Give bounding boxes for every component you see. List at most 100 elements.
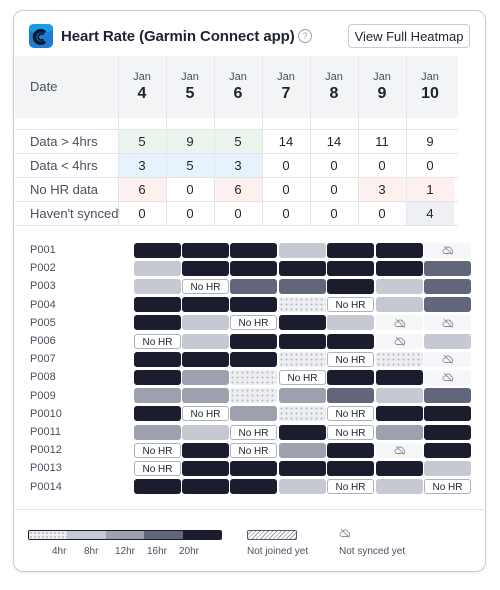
heatmap-cell[interactable]	[182, 242, 229, 258]
heatmap-cell[interactable]	[327, 333, 374, 349]
heatmap-cell[interactable]	[376, 278, 423, 294]
heatmap-cell[interactable]	[279, 442, 326, 458]
heatmap-cell[interactable]	[376, 351, 423, 367]
heatmap-cell[interactable]	[230, 351, 277, 367]
heatmap-cell[interactable]	[182, 369, 229, 385]
heatmap-cell-not-synced[interactable]	[376, 333, 423, 349]
heatmap-cell-no-hr[interactable]: No HR	[279, 369, 326, 385]
heatmap-cell[interactable]	[230, 460, 277, 476]
heatmap-cell[interactable]	[279, 460, 326, 476]
heatmap-cell[interactable]	[134, 297, 181, 313]
heatmap-cell[interactable]	[134, 351, 181, 367]
heatmap-cell[interactable]	[424, 278, 471, 294]
heatmap-cell[interactable]	[376, 260, 423, 276]
heatmap-cell[interactable]	[134, 369, 181, 385]
heatmap-cell-no-hr[interactable]: No HR	[327, 406, 374, 422]
heatmap-cell-no-hr[interactable]: No HR	[134, 442, 181, 458]
heatmap-cell[interactable]	[424, 388, 471, 404]
heatmap-cell[interactable]	[279, 351, 326, 367]
heatmap-cell-not-synced[interactable]	[424, 315, 471, 331]
heatmap-cell[interactable]	[424, 297, 471, 313]
heatmap-cell[interactable]	[230, 369, 277, 385]
heatmap-cell-no-hr[interactable]: No HR	[327, 424, 374, 440]
heatmap-cell[interactable]	[376, 388, 423, 404]
heatmap-cell[interactable]	[182, 351, 229, 367]
heatmap-cell[interactable]	[134, 242, 181, 258]
heatmap-cell-not-synced[interactable]	[376, 442, 423, 458]
heatmap-cell-no-hr[interactable]: No HR	[424, 479, 471, 495]
heatmap-cell[interactable]	[279, 242, 326, 258]
heatmap-cell[interactable]	[182, 479, 229, 495]
heatmap-cell-no-hr[interactable]: No HR	[134, 460, 181, 476]
heatmap-cell[interactable]	[327, 369, 374, 385]
heatmap-cell[interactable]	[327, 460, 374, 476]
heatmap-cell[interactable]	[279, 315, 326, 331]
heatmap-cell[interactable]	[230, 242, 277, 258]
heatmap-cell[interactable]	[424, 333, 471, 349]
heatmap-cell-no-hr[interactable]: No HR	[134, 333, 181, 349]
heatmap-cell[interactable]	[279, 479, 326, 495]
heatmap-cell[interactable]	[376, 479, 423, 495]
heatmap-cell[interactable]	[182, 460, 229, 476]
heatmap-cell[interactable]	[376, 369, 423, 385]
heatmap-cell[interactable]	[230, 406, 277, 422]
heatmap-cell[interactable]	[279, 333, 326, 349]
heatmap-cell[interactable]	[182, 315, 229, 331]
heatmap-cell[interactable]	[376, 460, 423, 476]
heatmap-cell-no-hr[interactable]: No HR	[327, 479, 374, 495]
heatmap-cell-no-hr[interactable]: No HR	[327, 297, 374, 313]
heatmap-cell[interactable]	[230, 333, 277, 349]
heatmap-cell-no-hr[interactable]: No HR	[230, 424, 277, 440]
heatmap-cell[interactable]	[134, 388, 181, 404]
heatmap-cell[interactable]	[134, 406, 181, 422]
heatmap-cell[interactable]	[376, 242, 423, 258]
heatmap-cell[interactable]	[182, 388, 229, 404]
question-circle-icon[interactable]: ?	[298, 29, 312, 43]
heatmap-cell-no-hr[interactable]: No HR	[327, 351, 374, 367]
view-full-heatmap-button[interactable]: View Full Heatmap	[348, 24, 470, 48]
heatmap-cell-not-synced[interactable]	[376, 315, 423, 331]
heatmap-cell[interactable]	[279, 297, 326, 313]
heatmap-cell[interactable]	[182, 297, 229, 313]
heatmap-cell[interactable]	[230, 278, 277, 294]
heatmap-cell[interactable]	[134, 260, 181, 276]
heatmap-cell[interactable]	[134, 278, 181, 294]
heatmap-cell-not-synced[interactable]	[424, 242, 471, 258]
heatmap-cell-not-synced[interactable]	[424, 351, 471, 367]
heatmap-cell-no-hr[interactable]: No HR	[182, 406, 229, 422]
heatmap-cell[interactable]	[424, 260, 471, 276]
heatmap-cell[interactable]	[134, 424, 181, 440]
heatmap-cell[interactable]	[182, 442, 229, 458]
heatmap-cell[interactable]	[279, 424, 326, 440]
heatmap-cell[interactable]	[134, 479, 181, 495]
heatmap-cell[interactable]	[182, 260, 229, 276]
heatmap-cell[interactable]	[327, 388, 374, 404]
heatmap-cell-not-synced[interactable]	[424, 369, 471, 385]
heatmap-cell[interactable]	[376, 406, 423, 422]
heatmap-cell-no-hr[interactable]: No HR	[182, 278, 229, 294]
heatmap-cell[interactable]	[424, 406, 471, 422]
heatmap-cell[interactable]	[279, 278, 326, 294]
heatmap-cell[interactable]	[182, 333, 229, 349]
heatmap-cell[interactable]	[327, 442, 374, 458]
heatmap-cell[interactable]	[376, 297, 423, 313]
heatmap-cell[interactable]	[376, 424, 423, 440]
heatmap-cell[interactable]	[134, 315, 181, 331]
heatmap-cell[interactable]	[230, 479, 277, 495]
heatmap-cell[interactable]	[279, 406, 326, 422]
heatmap-cell[interactable]	[327, 260, 374, 276]
heatmap-cell[interactable]	[182, 424, 229, 440]
heatmap-cell[interactable]	[424, 424, 471, 440]
heatmap-cell[interactable]	[327, 278, 374, 294]
heatmap-cell[interactable]	[327, 315, 374, 331]
heatmap-cell[interactable]	[230, 297, 277, 313]
heatmap-cell-no-hr[interactable]: No HR	[230, 315, 277, 331]
heatmap-cell[interactable]	[424, 442, 471, 458]
heatmap-cell-no-hr[interactable]: No HR	[230, 442, 277, 458]
heatmap-cell[interactable]	[327, 242, 374, 258]
heatmap-cell[interactable]	[230, 260, 277, 276]
heatmap-cell[interactable]	[230, 388, 277, 404]
heatmap-cell[interactable]	[279, 388, 326, 404]
heatmap-cell[interactable]	[424, 460, 471, 476]
heatmap-cell[interactable]	[279, 260, 326, 276]
